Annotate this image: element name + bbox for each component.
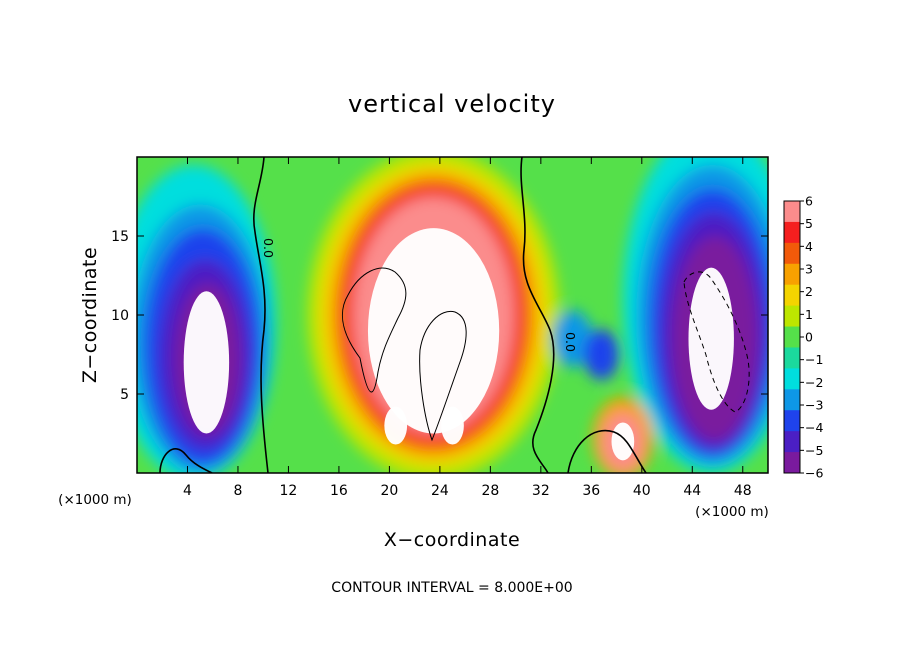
colorbar-label: −2	[805, 375, 823, 390]
z-tick-label: 10	[111, 308, 129, 324]
x-tick-label: 20	[380, 483, 398, 499]
x-tick-label: 48	[734, 483, 752, 499]
x-axis-label: X−coordinate	[384, 529, 520, 551]
updraft-core	[441, 406, 464, 445]
colorbar-label: −6	[805, 466, 823, 481]
colorbar-label: −5	[805, 443, 823, 458]
colorbar-swatch	[784, 201, 800, 223]
updraft-core	[384, 406, 408, 445]
field-blob	[552, 310, 593, 368]
colorbar-swatch	[784, 347, 800, 369]
negative-contour-right	[683, 271, 750, 413]
colorbar-label: 4	[805, 239, 813, 254]
colorbar-swatch	[784, 221, 800, 244]
plot-area	[137, 157, 768, 473]
colorbar-swatch	[784, 452, 800, 474]
colorbar-label: −3	[805, 398, 823, 413]
x-tick-label: 4	[183, 483, 192, 499]
x-tick-label: 24	[431, 483, 449, 499]
x-tick-label: 28	[481, 483, 499, 499]
colorbar-label: 6	[805, 194, 813, 209]
field-blob	[583, 329, 620, 380]
colorbar-swatch	[784, 284, 800, 307]
z-axis-label: Z−coordinate	[79, 247, 101, 383]
x-tick-label: 36	[582, 483, 600, 499]
colorbar: 6 5 4 3 2 1 0 −1 −2 −3 −4 −5 −6	[783, 194, 823, 481]
contour-label-right: 0.0	[563, 332, 578, 352]
chart-title: vertical velocity	[348, 90, 556, 118]
positive-contour-right	[419, 310, 467, 442]
colorbar-swatch	[784, 410, 800, 432]
z-axis-ticks: 5 10 15	[111, 229, 768, 403]
colorbar-label: −1	[805, 352, 823, 367]
downdraft-core	[183, 291, 230, 434]
colorbar-label: 1	[805, 307, 813, 322]
zero-contour-low-left	[159, 448, 213, 473]
colorbar-label: 0	[805, 330, 813, 345]
colorbar-swatch	[784, 305, 800, 328]
colorbar-swatch	[784, 263, 800, 286]
colorbar-label: 2	[805, 284, 813, 299]
contour-interval-note: CONTOUR INTERVAL = 8.000E+00	[331, 580, 572, 596]
colorbar-swatch	[784, 368, 800, 390]
colorbar-label: 5	[805, 216, 813, 231]
z-tick-label: 15	[111, 229, 129, 245]
colorbar-swatch	[784, 326, 800, 348]
x-tick-label: 44	[683, 483, 701, 499]
zero-contour-low-right	[567, 429, 647, 473]
colorbar-label: −4	[805, 420, 823, 435]
z-tick-label: 5	[120, 387, 129, 403]
x-tick-label: 12	[280, 483, 298, 499]
x-unit-right: (×1000 m)	[695, 504, 769, 520]
zero-contour-mid	[520, 157, 555, 473]
x-axis-ticks: 4 8 12 16 20 24 28 32 36 40 44 48	[183, 157, 752, 499]
colorbar-label: 3	[805, 262, 813, 277]
downdraft-core	[688, 267, 734, 410]
colorbar-swatch	[784, 242, 800, 265]
x-tick-label: 40	[633, 483, 651, 499]
contour-label-left: 0.0	[261, 238, 276, 258]
x-unit-left: (×1000 m)	[58, 492, 132, 508]
x-tick-label: 16	[330, 483, 348, 499]
colorbar-swatch	[784, 431, 800, 453]
x-tick-label: 8	[233, 483, 242, 499]
colorbar-swatch	[784, 389, 800, 411]
updraft-core	[611, 422, 635, 461]
updraft-core	[367, 228, 500, 434]
positive-contour-core	[341, 267, 407, 393]
zero-contour-left	[253, 157, 269, 473]
x-tick-label: 32	[532, 483, 550, 499]
